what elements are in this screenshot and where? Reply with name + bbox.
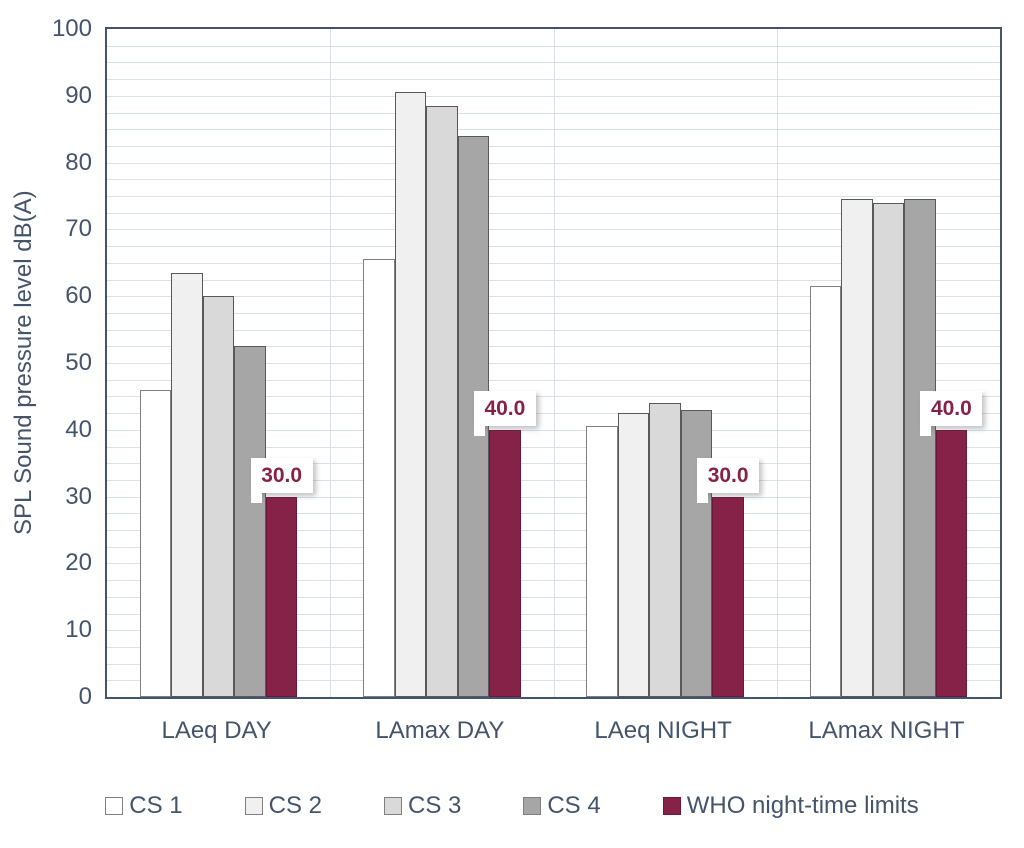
- legend-item-cs-3: CS 3: [383, 792, 462, 820]
- legend-item-who-night-time-limits: WHO night-time limits: [662, 792, 919, 820]
- legend-item-cs-2: CS 2: [244, 792, 322, 820]
- bar-who-night-time-limits: [935, 429, 968, 697]
- bar-group-lamax-day: 40.0: [330, 29, 553, 697]
- legend-label: CS 3: [407, 792, 462, 819]
- bar-who-night-time-limits: [712, 496, 744, 697]
- gridline-vertical: [330, 29, 332, 697]
- x-axis-labels: LAeq DAY LAmax DAY LAeq NIGHT LAmax NIGHT: [105, 711, 1002, 751]
- x-axis-label-lamax-day: LAmax DAY: [375, 717, 505, 744]
- y-axis-tick-label: 60: [65, 282, 92, 310]
- legend-item-cs-1: CS 1: [105, 792, 183, 820]
- who-limit-data-label: 30.0: [250, 457, 313, 503]
- gridline-vertical: [776, 29, 778, 697]
- bar-cs-4: [904, 199, 936, 697]
- gridline-vertical: [553, 29, 555, 697]
- bar-cs-4: [680, 409, 713, 697]
- y-axis-tick-label: 70: [65, 215, 92, 243]
- bar-who-night-time-limits: [489, 429, 521, 697]
- bar-group-laeq-day: 30.0: [107, 29, 330, 697]
- who-limit-data-label: 40.0: [473, 390, 536, 436]
- y-axis-tick-label: 80: [65, 148, 92, 176]
- y-axis-tick-label: 0: [78, 683, 92, 710]
- legend-label: WHO night-time limits: [686, 792, 919, 819]
- bar-cs-3: [426, 105, 458, 697]
- legend-swatch-icon: [105, 797, 124, 815]
- y-axis-tick-label: 20: [65, 549, 92, 577]
- legend-swatch-icon: [523, 797, 542, 815]
- bar-cs-2: [171, 272, 203, 697]
- y-axis-tick-label: 30: [65, 482, 92, 510]
- x-axis-label-laeq-day: LAeq DAY: [161, 717, 272, 744]
- bar-group-lamax-night: 40.0: [777, 29, 1000, 697]
- bar-cs-1: [363, 259, 395, 697]
- bar-cs-3: [649, 403, 681, 697]
- bar-cs-2: [617, 413, 650, 697]
- plot-area: 30.0 40.0 30.0 40.0: [105, 27, 1002, 699]
- bar-cs-4: [234, 346, 266, 697]
- bar-cs-2: [841, 199, 873, 697]
- legend-swatch-icon: [383, 797, 402, 815]
- y-axis-tick-label: 100: [51, 15, 92, 42]
- x-axis-label-laeq-night: LAeq NIGHT: [594, 717, 732, 744]
- bar-cs-1: [809, 286, 842, 697]
- y-axis-tick-labels: 0 10 20 30 40 50 60 70 80 90 100: [0, 0, 92, 848]
- legend: CS 1 CS 2 CS 3 CS 4 WHO night-time limits: [0, 792, 1024, 820]
- bar-cs-1: [586, 426, 618, 697]
- who-limit-data-label: 30.0: [697, 457, 760, 503]
- y-axis-tick-label: 40: [65, 415, 92, 443]
- bar-who-night-time-limits: [265, 496, 298, 697]
- bar-cs-3: [872, 202, 905, 697]
- bar-cs-2: [394, 92, 427, 697]
- y-axis-tick-label: 50: [65, 349, 92, 376]
- legend-swatch-icon: [244, 797, 263, 815]
- legend-item-cs-4: CS 4: [523, 792, 601, 820]
- x-axis-label-lamax-night: LAmax NIGHT: [808, 717, 965, 744]
- y-axis-tick-label: 90: [65, 81, 92, 109]
- y-axis-tick-label: 10: [65, 616, 92, 644]
- bar-group-laeq-night: 30.0: [554, 29, 777, 697]
- bar-cs-3: [202, 296, 235, 697]
- legend-label: CS 1: [129, 792, 183, 819]
- legend-swatch-icon: [662, 797, 681, 815]
- legend-label: CS 2: [268, 792, 322, 819]
- legend-label: CS 4: [547, 792, 601, 819]
- bar-cs-1: [139, 389, 172, 697]
- who-limit-data-label: 40.0: [920, 390, 983, 436]
